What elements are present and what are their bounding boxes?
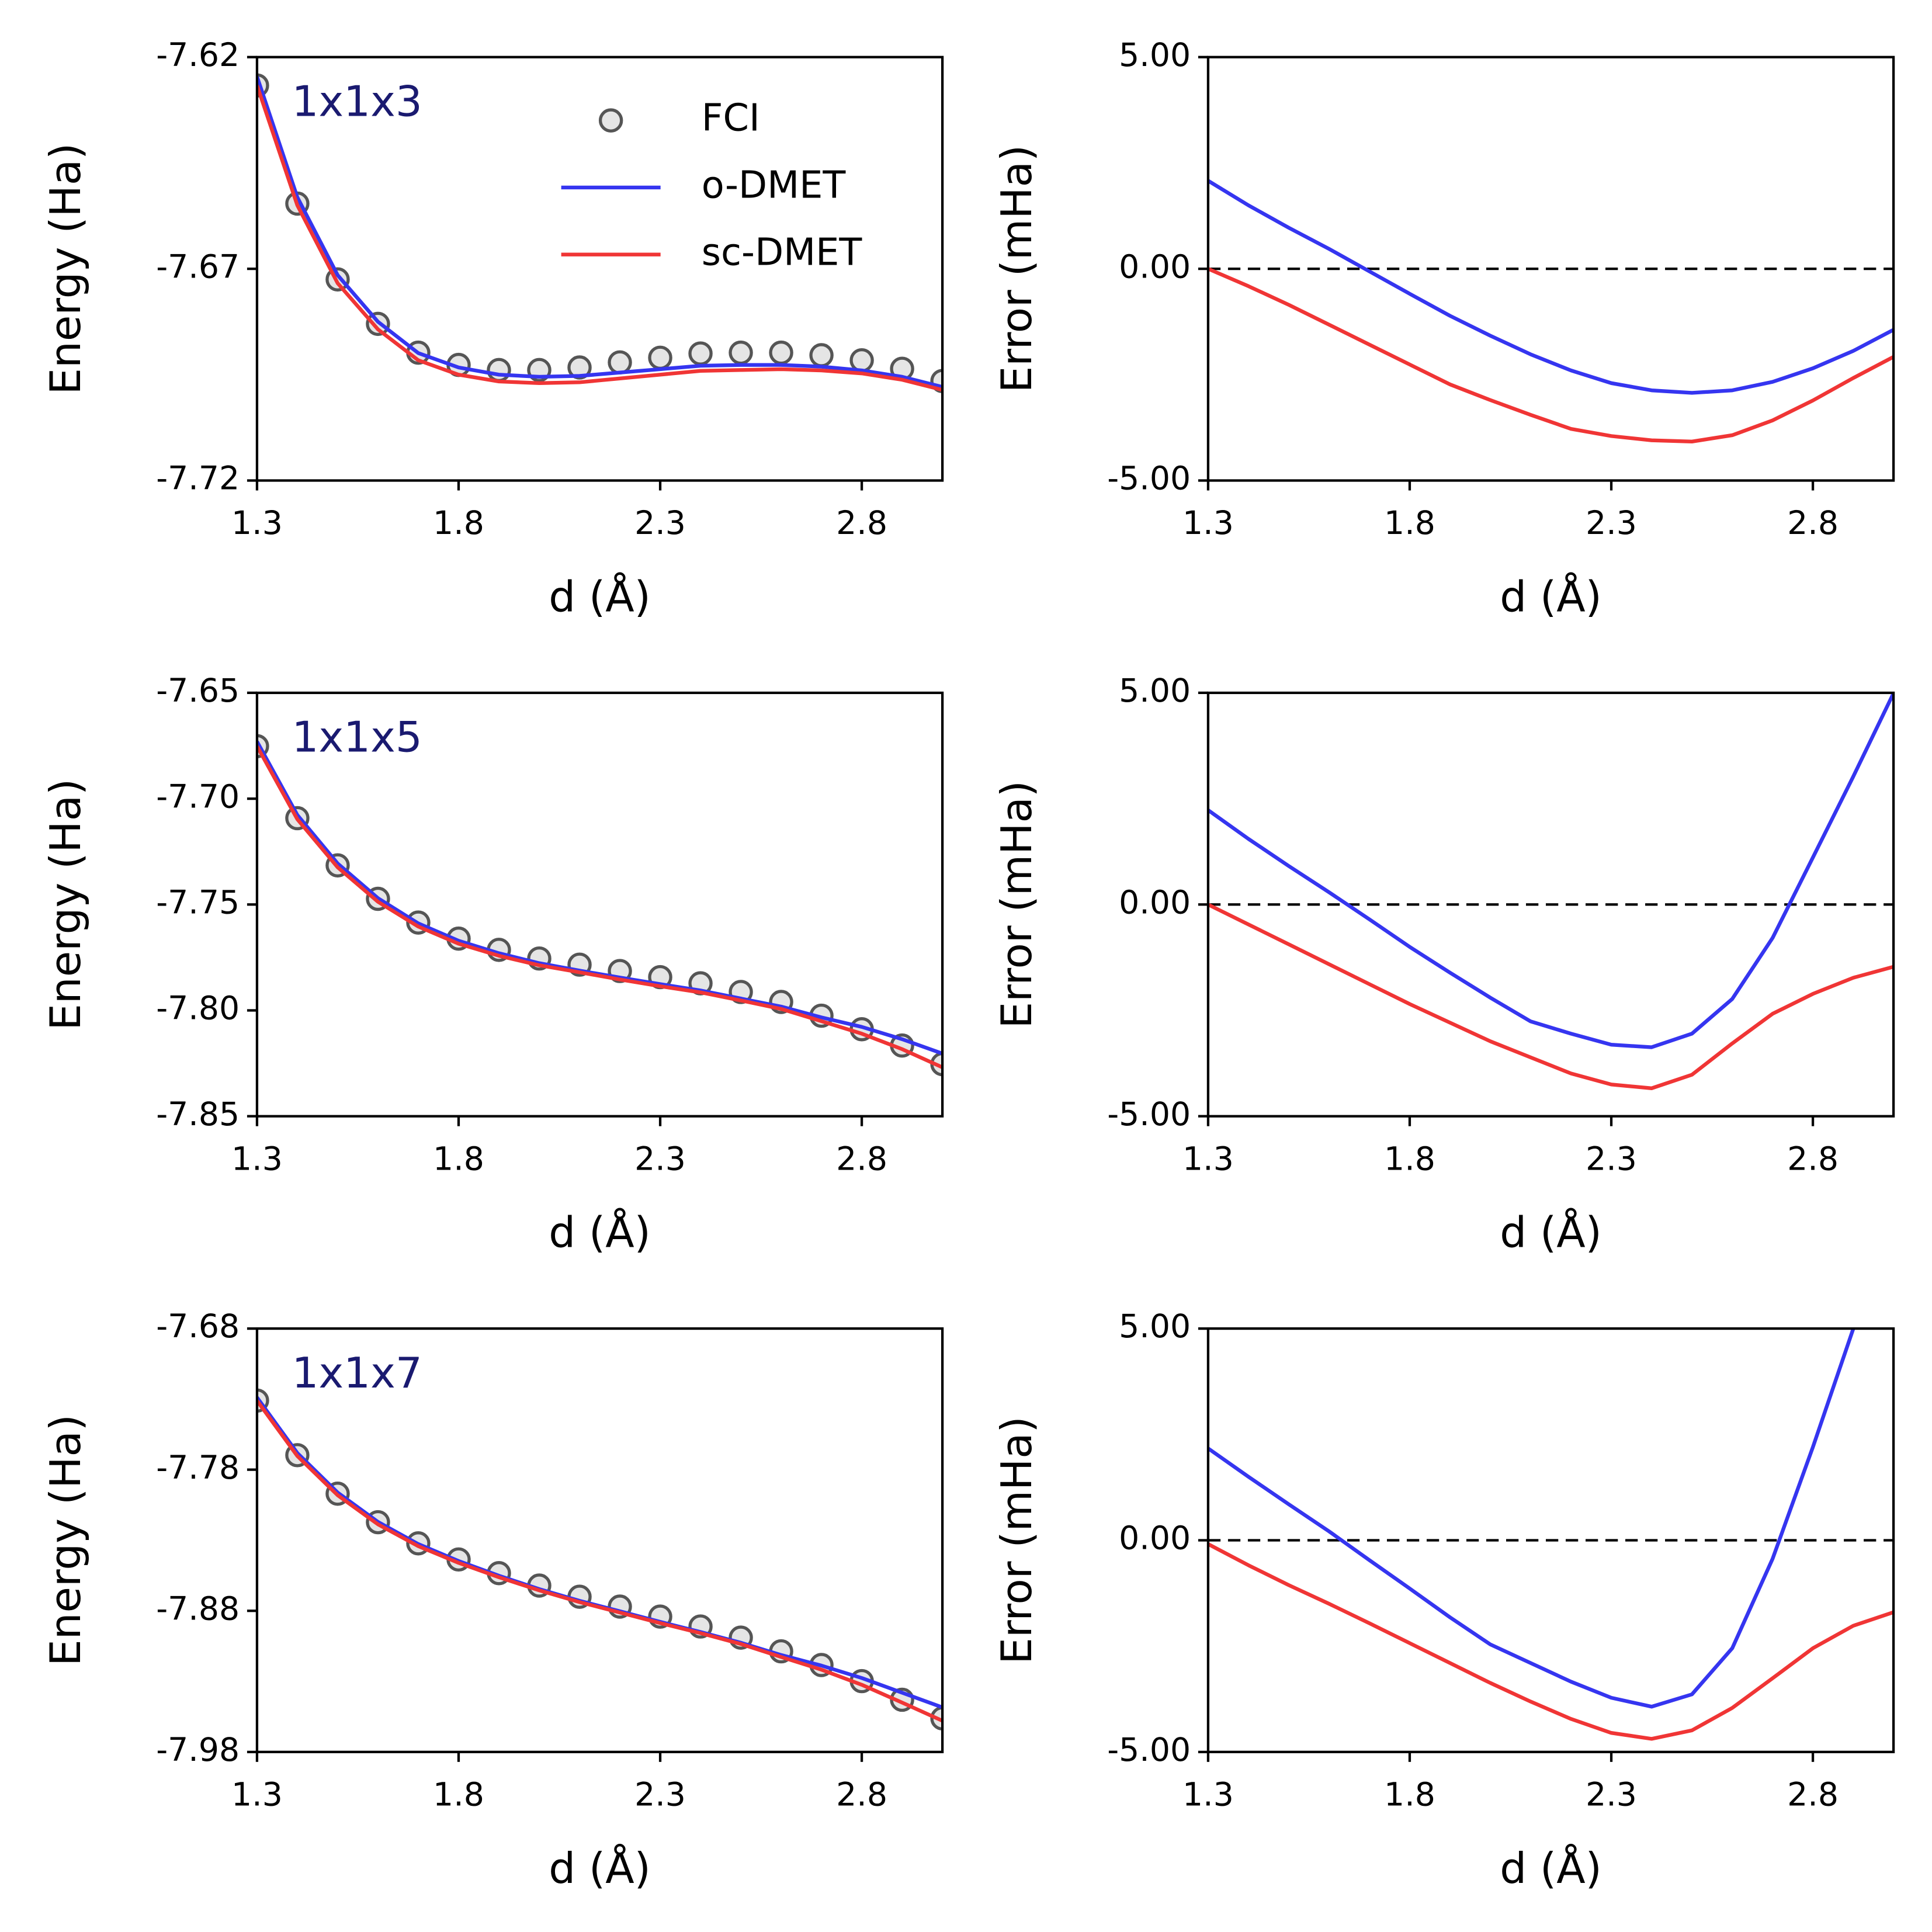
data-point (567, 355, 592, 380)
x-tick-label: 1.8 (433, 1776, 484, 1813)
y-tick-label: 5.00 (1119, 1308, 1191, 1345)
panel-annotation: 1x1x7 (292, 1349, 422, 1398)
x-tick-label: 1.3 (1182, 1140, 1234, 1178)
plot-area (256, 73, 943, 393)
axes-frame (255, 1327, 944, 1753)
x-tick-label: 2.8 (1787, 505, 1839, 542)
data-line (1208, 1329, 1855, 1709)
data-line (256, 85, 943, 392)
x-axis-label: d (Å) (549, 1207, 651, 1258)
x-tick-label: 2.3 (1586, 1140, 1637, 1178)
x-tick-label: 1.8 (433, 1140, 484, 1178)
x-tick-label: 2.3 (1586, 505, 1637, 542)
x-axis-label: d (Å) (549, 571, 651, 622)
data-point (608, 350, 632, 375)
y-axis-label: Error (mHa) (993, 1416, 1042, 1664)
plot-area (1208, 692, 1894, 1091)
x-tick-label: 2.8 (1787, 1776, 1839, 1813)
y-tick-label: -7.72 (156, 460, 240, 498)
legend-label: sc-DMET (702, 231, 863, 274)
data-line (1208, 903, 1894, 1091)
y-tick-label: -7.80 (156, 990, 240, 1028)
y-tick-label: 5.00 (1119, 37, 1191, 74)
x-tick-label: 2.8 (836, 1140, 887, 1178)
data-point (809, 343, 834, 367)
legend-label: FCI (702, 97, 760, 140)
x-tick-label: 1.3 (231, 505, 283, 542)
x-tick-label: 2.8 (836, 505, 887, 542)
data-line (256, 1396, 943, 1709)
x-tick-label: 1.3 (231, 1776, 283, 1813)
data-line (256, 745, 943, 1069)
x-tick-label: 2.3 (634, 1140, 686, 1178)
y-tick-label: -7.85 (156, 1096, 240, 1133)
y-tick-label: -7.88 (156, 1590, 240, 1628)
x-tick-label: 2.3 (634, 505, 686, 542)
y-axis-label: Energy (Ha) (41, 1414, 91, 1666)
plot-area (256, 1388, 943, 1731)
x-axis-label: d (Å) (549, 1843, 651, 1893)
panel-annotation: 1x1x5 (292, 713, 422, 762)
axes-frame (1206, 691, 1895, 1118)
y-tick-label: -7.65 (156, 672, 240, 710)
legend-marker (598, 108, 623, 133)
x-tick-label: 1.8 (1384, 1776, 1435, 1813)
y-axis-label: Energy (Ha) (41, 779, 91, 1031)
y-tick-label: -7.70 (156, 778, 240, 816)
data-point (487, 358, 511, 383)
legend-label: o-DMET (702, 164, 847, 207)
axes-frame (1206, 56, 1895, 482)
x-tick-label: 2.3 (1586, 1776, 1637, 1813)
y-tick-label: -7.78 (156, 1449, 240, 1487)
y-tick-label: -7.62 (156, 37, 240, 74)
x-tick-label: 1.8 (1384, 1140, 1435, 1178)
x-tick-label: 1.8 (1384, 505, 1435, 542)
x-tick-label: 2.3 (634, 1776, 686, 1813)
x-tick-label: 1.3 (1182, 1776, 1234, 1813)
data-line (1208, 267, 1894, 444)
y-tick-label: -5.00 (1107, 460, 1191, 498)
y-tick-label: 0.00 (1119, 248, 1191, 286)
x-tick-label: 2.8 (836, 1776, 887, 1813)
x-axis-label: d (Å) (1500, 1843, 1602, 1893)
x-tick-label: 1.8 (433, 505, 484, 542)
plot-area (256, 734, 943, 1077)
y-tick-label: -7.67 (156, 248, 240, 286)
x-tick-label: 1.3 (1182, 505, 1234, 542)
data-line (1208, 1542, 1894, 1741)
y-axis-label: Energy (Ha) (41, 143, 91, 395)
x-axis-label: d (Å) (1500, 1207, 1602, 1258)
panel-annotation: 1x1x3 (292, 78, 422, 127)
y-tick-label: -7.68 (156, 1308, 240, 1345)
y-axis-label: Error (mHa) (993, 781, 1042, 1028)
y-tick-label: 5.00 (1119, 672, 1191, 710)
x-tick-label: 2.8 (1787, 1140, 1839, 1178)
plot-area (1208, 179, 1894, 444)
data-point (769, 340, 793, 365)
data-line (1208, 692, 1894, 1049)
y-tick-label: -5.00 (1107, 1096, 1191, 1133)
data-line (256, 1399, 943, 1723)
data-line (256, 76, 943, 389)
x-tick-label: 1.3 (231, 1140, 283, 1178)
data-point (648, 345, 672, 370)
y-tick-label: -7.98 (156, 1732, 240, 1769)
y-axis-label: Error (mHa) (993, 145, 1042, 393)
data-point (849, 348, 874, 373)
y-tick-label: 0.00 (1119, 884, 1191, 921)
data-point (688, 341, 713, 366)
y-tick-label: -5.00 (1107, 1732, 1191, 1769)
data-line (256, 740, 943, 1056)
axes-frame (1206, 1327, 1895, 1753)
plot-area (1208, 1329, 1894, 1741)
y-tick-label: 0.00 (1119, 1520, 1191, 1558)
x-axis-label: d (Å) (1500, 571, 1602, 622)
data-point (729, 340, 753, 365)
data-line (1208, 179, 1894, 395)
y-tick-label: -7.75 (156, 884, 240, 921)
